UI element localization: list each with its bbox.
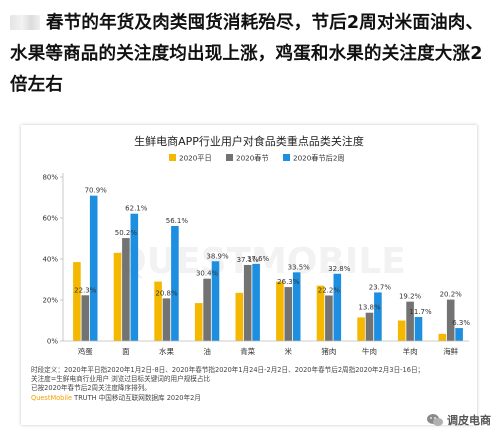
- y-tick-label: 0%: [47, 338, 58, 346]
- wechat-logo-icon: [427, 414, 443, 426]
- data-label: 11.7%: [409, 308, 432, 316]
- headline: 春节的年货及肉类囤货消耗殆尽，节后2周对米面油肉、水果等商品的关注度均出现上涨，…: [10, 8, 492, 101]
- watermark-text: QUESTMOBILE: [116, 241, 406, 282]
- bar: [292, 272, 301, 341]
- y-tick-label: 60%: [42, 215, 58, 223]
- data-label: 22.3%: [74, 286, 97, 294]
- bar-chart: QUESTMOBILE 生鲜电商APP行业用户对食品类重点品类关注度 2020平…: [31, 134, 470, 402]
- x-tick-label: 牛肉: [362, 346, 377, 356]
- x-tick-label: 青菜: [240, 346, 255, 356]
- bar: [333, 273, 342, 341]
- bar: [446, 299, 455, 341]
- data-label: 33.5%: [288, 263, 311, 271]
- legend-label: 2020春节后2周: [293, 154, 345, 163]
- x-tick-label: 水果: [159, 346, 174, 356]
- data-label: 19.2%: [399, 293, 422, 301]
- bar: [211, 261, 220, 341]
- x-tick-label: 油: [203, 346, 211, 356]
- x-tick-label: 面: [122, 347, 130, 356]
- data-label: 50.2%: [115, 229, 138, 237]
- source-line: QuestMobile TRUTH 中国移动互联网数据库 2020年2月: [31, 393, 201, 402]
- bar: [130, 213, 139, 341]
- x-tick-label: 鸡蛋: [78, 346, 93, 356]
- bar: [374, 292, 382, 341]
- data-label: 37.1%: [237, 256, 260, 264]
- y-axis: 0% 20% 40% 60% 80%: [42, 173, 64, 346]
- x-axis: 鸡蛋 面 水果 油 青菜 米 猪肉 牛肉 羊肉 海鲜: [63, 340, 469, 356]
- legend-label: 2020平日: [179, 154, 212, 163]
- data-label: 22.2%: [318, 286, 341, 294]
- bar: [284, 287, 293, 341]
- data-label: 32.8%: [328, 265, 351, 273]
- footnote-line-3: 已按2020年春节后2周关注度降序排列。: [31, 383, 151, 392]
- bar: [89, 195, 98, 341]
- y-tick-label: 40%: [42, 256, 58, 264]
- y-tick-label: 80%: [42, 174, 58, 182]
- bars-group: [73, 195, 463, 341]
- bar: [203, 278, 211, 341]
- legend-swatch: [283, 154, 290, 161]
- data-label: 13.8%: [358, 304, 381, 312]
- footnote-line-2: 关注度=生鲜电商行业用户 浏览过目标关键词的用户规模占比: [31, 374, 210, 383]
- headline-text: 春节的年货及肉类囤货消耗殆尽，节后2周对米面油肉、水果等商品的关注度均出现上涨，…: [10, 13, 484, 95]
- bar: [235, 292, 244, 341]
- bar: [397, 320, 406, 341]
- bar: [243, 264, 252, 341]
- bar: [438, 333, 447, 341]
- chart-title: 生鲜电商APP行业用户对食品类重点品类关注度: [134, 134, 364, 148]
- bar: [316, 285, 325, 341]
- data-label: 70.9%: [85, 187, 108, 195]
- data-label: 6.3%: [452, 319, 470, 327]
- bar: [252, 263, 260, 341]
- data-label: 23.7%: [369, 283, 392, 291]
- source-brand: QuestMobile: [31, 394, 72, 402]
- legend-swatch: [169, 154, 176, 161]
- bar: [365, 312, 374, 341]
- legend-label: 2020春节: [236, 154, 269, 163]
- corner-watermark-text: 调皮电商: [447, 414, 491, 427]
- bar: [357, 317, 365, 341]
- y-tick-label: 20%: [42, 297, 58, 305]
- bar: [122, 238, 130, 341]
- redacted-block: [10, 15, 40, 30]
- chart-legend: 2020平日 2020春节 2020春节后2周: [169, 154, 345, 163]
- bar: [194, 303, 203, 341]
- bar: [406, 301, 414, 341]
- bar: [171, 225, 179, 341]
- x-tick-label: 猪肉: [321, 346, 336, 356]
- bar: [154, 281, 162, 341]
- bar: [81, 295, 90, 341]
- chart-card: QUESTMOBILE 生鲜电商APP行业用户对食品类重点品类关注度 2020平…: [21, 125, 477, 425]
- bar: [455, 328, 463, 341]
- legend-swatch: [226, 154, 233, 161]
- bar: [162, 298, 171, 341]
- data-label: 30.4%: [196, 270, 219, 278]
- data-label: 62.1%: [125, 205, 148, 213]
- x-tick-label: 海鲜: [443, 346, 458, 356]
- source-rest: TRUTH 中国移动互联网数据库 2020年2月: [72, 393, 201, 402]
- bar: [276, 281, 284, 341]
- bar: [73, 262, 81, 341]
- data-label: 26.3%: [277, 278, 300, 286]
- data-label: 20.2%: [440, 291, 463, 299]
- data-label: 37.6%: [247, 255, 270, 263]
- data-label: 56.1%: [166, 217, 189, 225]
- data-labels-group: 22.3% 70.9% 50.2% 62.1% 20.8% 56.1% 30.4% 38.9%…: [74, 187, 470, 327]
- footnote-line-1: 时段定义：2020年平日指2020年1月2日-8日、2020年春节指2020年1…: [31, 365, 424, 374]
- data-label: 38.9%: [206, 252, 229, 260]
- footnotes: 时段定义：2020年平日指2020年1月2日-8日、2020年春节指2020年1…: [31, 365, 424, 402]
- data-label: 20.8%: [155, 289, 178, 297]
- x-tick-label: 米: [285, 346, 293, 356]
- corner-watermark: 调皮电商: [427, 412, 491, 428]
- bar: [113, 252, 122, 341]
- bar: [325, 295, 333, 341]
- bar: [414, 317, 423, 341]
- x-tick-label: 羊肉: [403, 346, 418, 356]
